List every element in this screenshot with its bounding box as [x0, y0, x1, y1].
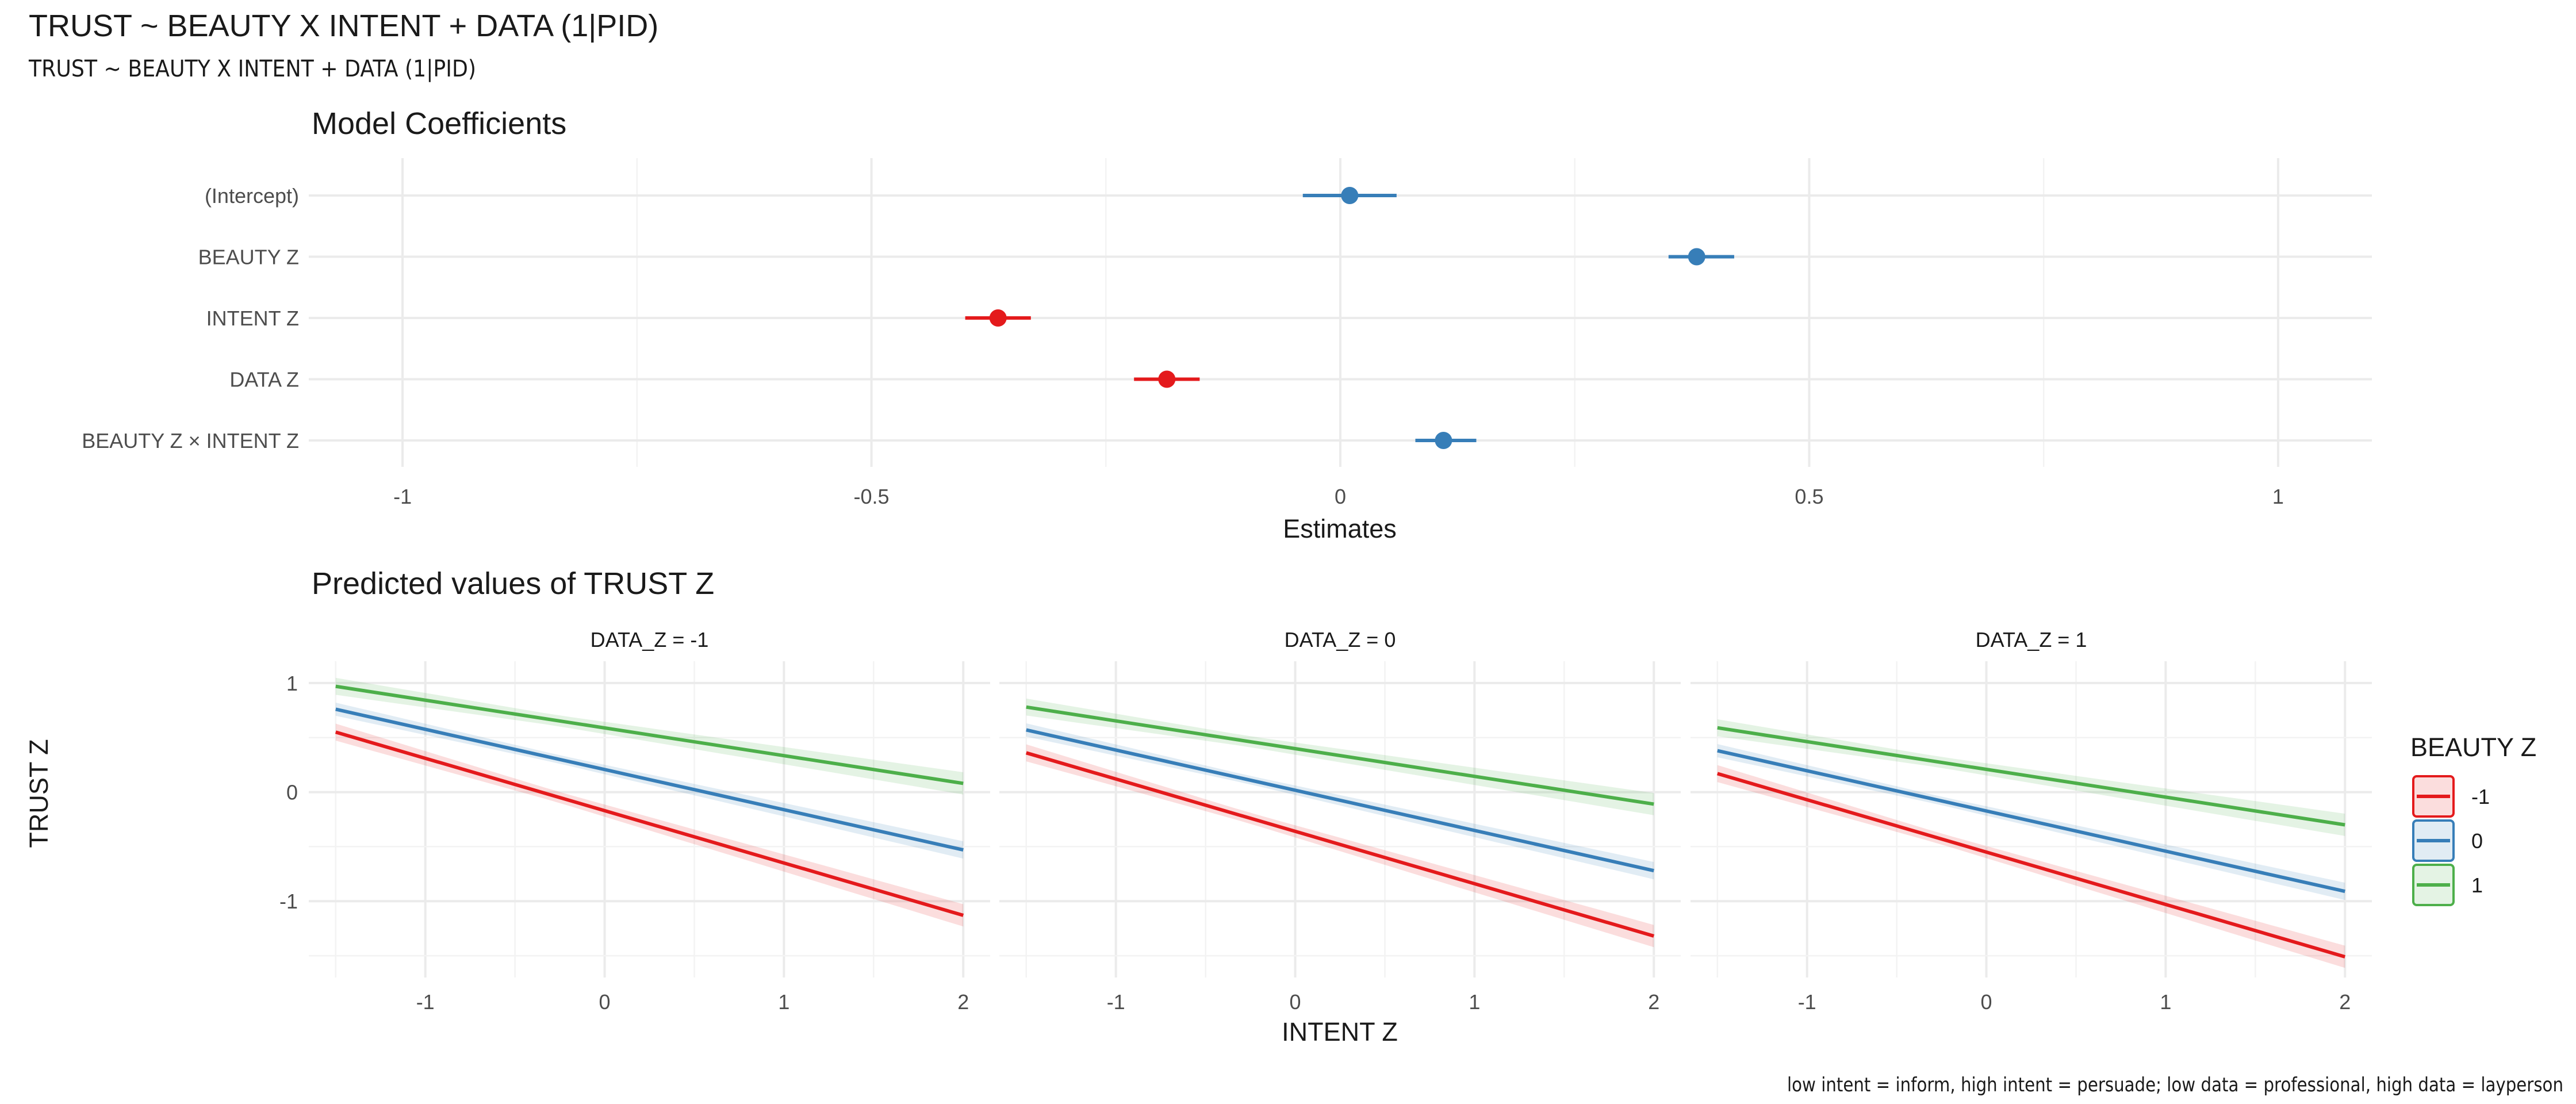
coef-x-ticks: -1 -0.5 0 0.5 1: [393, 485, 2284, 508]
pred-x-tick-label: -1: [1798, 990, 1816, 1014]
pred-x-tick-label: 1: [1469, 990, 1480, 1014]
facet-strip-label: DATA_Z = 1: [1976, 628, 2087, 651]
pred-line: [1717, 749, 2345, 894]
pred-line: [1716, 772, 2346, 959]
pred-x-tick-label: -1: [1107, 990, 1125, 1014]
pred-y-tick-label: 1: [286, 672, 298, 695]
facet-strip-label: DATA_Z = -1: [591, 628, 709, 651]
coef-term-labels: (Intercept) BEAUTY Z INTENT Z DATA Z BEAUTY …: [82, 184, 299, 453]
pred-line: [1026, 705, 1654, 806]
coef-term-label: INTENT Z: [206, 306, 299, 330]
caption: low intent = inform, high intent = persu…: [1787, 1074, 2563, 1097]
coefficient-plot: Model Coefficients (Intercept) BEAUTY Z IN…: [82, 106, 2372, 543]
pred-line: [335, 730, 964, 917]
coef-x-tick-label: 0: [1335, 485, 1346, 508]
pred-x-tick-label: 0: [1290, 990, 1301, 1014]
facet-panel: DATA_Z = -1 -1 0 1 2: [309, 628, 990, 1014]
pred-line: [1025, 751, 1655, 938]
coef-term-label: DATA Z: [229, 368, 299, 392]
pred-line: [335, 684, 964, 785]
pred-x-tick-label: 2: [957, 990, 969, 1014]
legend-label: 0: [2471, 829, 2483, 853]
page-subtitle: TRUST ~ BEAUTY X INTENT + DATA (1|PID): [28, 56, 476, 82]
pred-x-tick-label: 2: [1648, 990, 1659, 1014]
facet-strip-label: DATA_Z = 0: [1285, 628, 1396, 651]
pred-x-tick-label: 0: [599, 990, 611, 1014]
coef-term-label: (Intercept): [205, 184, 299, 208]
pred-title: Predicted values of TRUST Z: [312, 566, 714, 601]
pred-x-tick-label: 0: [1981, 990, 1992, 1014]
legend-label: 1: [2471, 873, 2483, 897]
coef-estimate-point: [1158, 370, 1176, 388]
pred-x-tick-label: 2: [2339, 990, 2351, 1014]
pred-x-tick-label: 1: [778, 990, 789, 1014]
pred-x-tick-label: 1: [2160, 990, 2171, 1014]
facet-panel: DATA_Z = 0 -1 0 1 2: [999, 628, 1681, 1014]
facet-panel: DATA_Z = 1 -1 0 1 2: [1690, 628, 2372, 1014]
coef-x-tick-label: -0.5: [854, 485, 890, 508]
coef-title: Model Coefficients: [312, 106, 566, 141]
pred-line: [1026, 728, 1654, 873]
coef-x-tick-label: -1: [393, 485, 412, 508]
coef-x-axis-label: Estimates: [1283, 514, 1397, 543]
pred-x-tick-label: -1: [416, 990, 435, 1014]
coef-x-tick-label: 0.5: [1795, 485, 1823, 508]
legend: BEAUTY Z -1 0 1: [2410, 733, 2536, 906]
page-title: TRUST ~ BEAUTY X INTENT + DATA (1|PID): [29, 9, 658, 43]
coef-term-label: BEAUTY Z: [198, 246, 299, 269]
coef-estimate-point: [1688, 248, 1705, 266]
coef-x-tick-label: 1: [2272, 485, 2284, 508]
legend-label: -1: [2471, 785, 2490, 808]
coef-estimate-point: [1341, 187, 1359, 204]
pred-line: [1717, 726, 2345, 827]
pred-x-axis-label: INTENT Z: [1282, 1017, 1398, 1046]
coef-term-label: BEAUTY Z × INTENT Z: [82, 429, 299, 453]
coef-estimate-point: [989, 309, 1007, 327]
coef-estimate-point: [1435, 432, 1452, 449]
coef-grid: [309, 158, 2372, 467]
pred-line: [335, 707, 964, 852]
coef-marks: [965, 187, 1734, 449]
pred-y-axis-label: TRUST Z: [24, 739, 53, 848]
legend-title: BEAUTY Z: [2410, 733, 2536, 762]
pred-y-tick-label: 0: [286, 781, 298, 804]
pred-y-tick-label: -1: [279, 890, 298, 913]
